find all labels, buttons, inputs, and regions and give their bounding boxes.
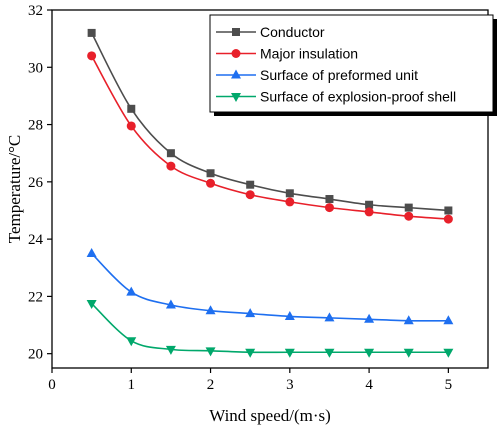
- series-3: [86, 247, 454, 325]
- data-point: [166, 149, 175, 158]
- data-point: [166, 161, 176, 171]
- data-point: [245, 190, 255, 200]
- data-point: [364, 348, 375, 358]
- plot-frame: [51, 9, 489, 369]
- data-point: [443, 214, 453, 224]
- x-tick-label: 2: [207, 377, 215, 393]
- data-point: [443, 315, 454, 325]
- y-tick-label: 30: [28, 60, 43, 76]
- x-tick-label: 5: [445, 377, 453, 393]
- y-tick-label: 26: [28, 175, 44, 191]
- legend-entry: Surface of preformed unit: [216, 67, 418, 83]
- data-point: [205, 305, 216, 315]
- data-point: [325, 195, 334, 204]
- y-tick-label: 20: [28, 347, 43, 363]
- data-point: [284, 310, 295, 320]
- data-point: [165, 299, 176, 309]
- data-point: [86, 300, 97, 310]
- series-2: [87, 51, 453, 224]
- legend-label: Surface of explosion-proof shell: [260, 89, 456, 105]
- data-point: [246, 180, 255, 189]
- legend-box: [209, 14, 494, 113]
- legend-entry: Major insulation: [216, 46, 358, 62]
- data-point: [206, 169, 215, 178]
- data-point: [404, 203, 413, 212]
- series-line: [91, 302, 449, 354]
- legend-marker: [231, 49, 241, 58]
- data-point: [285, 197, 295, 207]
- data-point: [245, 308, 256, 318]
- series-line: [91, 252, 449, 322]
- x-tick-label: 0: [48, 377, 56, 393]
- data-point: [443, 348, 454, 358]
- data-point: [126, 337, 137, 347]
- data-point: [444, 206, 453, 215]
- legend-marker: [231, 93, 241, 102]
- series-1: [87, 28, 453, 215]
- data-point: [87, 51, 97, 61]
- series-layer: [86, 28, 454, 358]
- legend-marker: [231, 69, 241, 79]
- x-axis-title: Wind speed/(m·s): [209, 406, 331, 425]
- data-point: [403, 348, 414, 358]
- data-point: [324, 203, 334, 213]
- data-point: [284, 348, 295, 358]
- legend-entries: Conductor Major insulation Surface of pref…: [216, 24, 456, 105]
- x-tick-label: 1: [128, 377, 136, 393]
- series-line: [90, 55, 449, 220]
- data-point: [245, 348, 256, 358]
- axis-ticks: 0 1 2 3 4 5 20 22 24 26 28 30 32: [28, 3, 452, 393]
- data-point: [364, 313, 375, 323]
- legend-label: Surface of preformed unit: [260, 67, 418, 83]
- y-tick-label: 24: [28, 232, 44, 248]
- y-tick-label: 22: [28, 289, 43, 305]
- data-point: [205, 347, 216, 357]
- data-point: [127, 104, 136, 113]
- data-point: [126, 286, 137, 296]
- data-point: [324, 312, 335, 322]
- y-tick-label: 28: [28, 118, 43, 134]
- legend-label: Major insulation: [260, 46, 358, 62]
- y-axis-title: Temperature/°C: [5, 135, 24, 244]
- data-point: [87, 28, 96, 37]
- y-tick-label: 32: [28, 3, 43, 19]
- x-tick-label: 3: [286, 377, 294, 393]
- legend-entry: Surface of explosion-proof shell: [216, 89, 456, 105]
- series-4: [86, 300, 454, 358]
- data-point: [206, 178, 216, 188]
- data-point: [86, 247, 97, 257]
- data-point: [365, 200, 374, 209]
- data-point: [285, 189, 294, 198]
- legend-entry: Conductor: [216, 24, 325, 40]
- data-point: [404, 211, 414, 221]
- legend-marker: [232, 28, 240, 36]
- data-point: [364, 207, 374, 217]
- series-line: [90, 32, 449, 212]
- legend-label: Conductor: [260, 24, 325, 40]
- legend: Conductor Major insulation Surface of pref…: [209, 14, 497, 116]
- data-point: [403, 315, 414, 325]
- data-point: [126, 121, 136, 131]
- data-point: [324, 348, 335, 358]
- data-point: [165, 345, 176, 355]
- x-tick-label: 4: [365, 377, 373, 393]
